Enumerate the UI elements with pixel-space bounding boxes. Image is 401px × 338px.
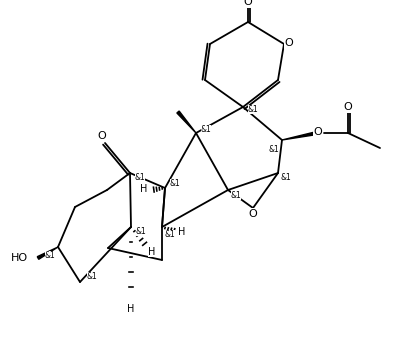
Text: &1: &1 <box>45 250 55 260</box>
Text: &1: &1 <box>280 173 291 183</box>
Text: &1: &1 <box>86 272 97 282</box>
Text: O: O <box>248 209 257 219</box>
Polygon shape <box>176 111 196 133</box>
Text: O: O <box>284 38 293 48</box>
Text: &1: &1 <box>200 124 211 134</box>
Text: HO: HO <box>11 253 28 263</box>
Text: H: H <box>127 304 134 314</box>
Text: &1: &1 <box>134 173 145 183</box>
Text: O: O <box>343 102 352 112</box>
Text: &1: &1 <box>230 191 241 199</box>
Text: O: O <box>243 0 252 7</box>
Text: &1: &1 <box>247 104 258 114</box>
Polygon shape <box>37 247 58 259</box>
Text: O: O <box>97 131 106 141</box>
Text: H: H <box>178 227 185 237</box>
Polygon shape <box>281 131 316 140</box>
Text: H: H <box>139 184 147 194</box>
Text: H: H <box>148 247 155 257</box>
Text: &1: &1 <box>268 145 279 154</box>
Text: &1: &1 <box>135 227 146 237</box>
Text: &1: &1 <box>169 178 180 188</box>
Text: &1: &1 <box>164 231 175 240</box>
Text: O: O <box>313 127 322 137</box>
